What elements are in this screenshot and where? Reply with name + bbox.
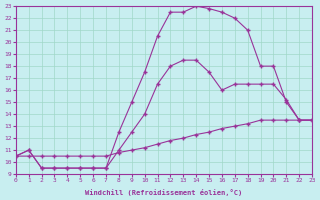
X-axis label: Windchill (Refroidissement éolien,°C): Windchill (Refroidissement éolien,°C) (85, 189, 243, 196)
